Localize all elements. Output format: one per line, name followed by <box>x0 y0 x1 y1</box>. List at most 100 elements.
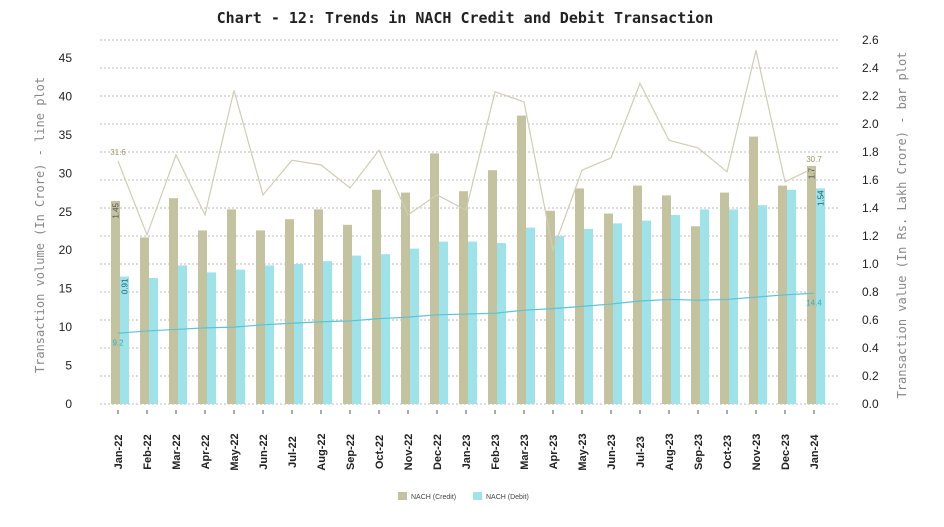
left-y-tick: 15 <box>59 282 73 296</box>
right-y-tick: 0.6 <box>862 313 879 327</box>
left-y-tick: 10 <box>59 320 73 334</box>
bar-credit <box>343 224 352 404</box>
bar-credit <box>720 192 729 404</box>
left-y-tick: 20 <box>59 243 73 257</box>
bar-debit <box>207 272 216 404</box>
line-debit <box>117 292 815 334</box>
bar-credit <box>401 192 410 404</box>
line-data-label: 30.7 <box>806 155 822 164</box>
bar-debit <box>265 265 274 404</box>
x-tick: Apr-23 <box>548 435 560 470</box>
bar-debit <box>294 264 303 404</box>
right-y-tick: 1.4 <box>862 201 879 215</box>
x-tick: Nov-23 <box>751 434 763 471</box>
right-y-tick: 2.6 <box>862 33 879 47</box>
bar-credit <box>633 185 642 404</box>
bar-debit <box>555 236 564 404</box>
line-credit <box>117 50 815 253</box>
x-tick: May-22 <box>229 433 241 470</box>
x-tick: Oct-22 <box>374 435 386 469</box>
bar-credit <box>169 198 178 404</box>
right-y-tick: 1.8 <box>862 145 879 159</box>
right-y-tick: 0.4 <box>862 341 879 355</box>
x-tick: Nov-22 <box>403 434 415 471</box>
right-y-tick: 2.0 <box>862 117 879 131</box>
right-axis-title: Transaction value (In Rs. Lakh Crore) - … <box>895 52 909 399</box>
bar-credit <box>604 213 613 404</box>
bar-debit <box>787 189 796 404</box>
line-data-label: 31.6 <box>110 148 126 157</box>
bar-data-label: 1.45 <box>112 202 121 218</box>
x-tick: Jan-23 <box>461 435 473 470</box>
right-y-tick: 2.4 <box>862 61 879 75</box>
x-tick: Sep-23 <box>693 434 705 470</box>
bar-credit <box>198 230 207 404</box>
x-tick: Feb-23 <box>490 434 502 469</box>
bar-credit <box>488 170 497 404</box>
x-tick: May-23 <box>577 433 589 470</box>
x-tick: Dec-22 <box>432 434 444 470</box>
left-y-tick: 35 <box>59 128 73 142</box>
x-tick: Jun-23 <box>606 434 618 469</box>
bar-debit <box>323 261 332 404</box>
x-tick: Mar-22 <box>171 434 183 469</box>
legend-swatch-credit <box>398 492 407 500</box>
left-y-tick: 45 <box>59 51 73 65</box>
left-y-tick: 0 <box>65 397 72 411</box>
bar-debit <box>584 229 593 404</box>
bar-debit <box>613 223 622 404</box>
bar-credit <box>285 219 294 404</box>
legend-swatch-debit <box>473 492 482 500</box>
bar-debit <box>642 220 651 404</box>
right-y-tick: 1.2 <box>862 229 879 243</box>
left-axis-title: Transaction volume (In Crore) - line plo… <box>33 77 47 373</box>
left-y-tick: 30 <box>59 166 73 180</box>
x-tick: Jan-22 <box>113 435 125 470</box>
bar-credit <box>807 166 816 404</box>
bar-data-label: 0.91 <box>121 278 130 294</box>
bar-debit <box>729 209 738 404</box>
bar-credit <box>546 210 555 404</box>
bar-debit <box>497 243 506 404</box>
bar-credit <box>111 201 120 404</box>
x-tick: Jun-22 <box>258 434 270 469</box>
bar-credit <box>140 237 149 404</box>
bar-debit <box>758 205 767 404</box>
right-y-tick: 0.0 <box>862 397 879 411</box>
legend: NACH (Credit) NACH (Debit) <box>398 492 529 501</box>
right-y-tick: 0.2 <box>862 369 879 383</box>
line-data-label: 14.4 <box>806 298 822 307</box>
left-y-tick: 25 <box>59 205 73 219</box>
bar-debit <box>120 276 129 404</box>
bar-debit <box>526 227 535 404</box>
bar-credit <box>256 230 265 404</box>
x-tick: Apr-22 <box>200 435 212 470</box>
legend-label-debit: NACH (Debit) <box>486 494 529 501</box>
bar-credit <box>749 136 758 404</box>
bar-credit <box>459 191 468 404</box>
line-data-label: 9.2 <box>112 338 124 347</box>
x-tick: Aug-22 <box>316 433 328 470</box>
left-y-tick: 40 <box>59 89 73 103</box>
x-tick: Oct-23 <box>722 435 734 469</box>
bar-debit <box>468 241 477 404</box>
legend-label-credit: NACH (Credit) <box>411 494 456 501</box>
bar-debit <box>352 255 361 404</box>
right-y-tick: 1.6 <box>862 173 879 187</box>
x-tick: Sep-22 <box>345 434 357 470</box>
bar-debit <box>178 265 187 404</box>
bar-debit <box>439 241 448 404</box>
bar-debit <box>236 269 245 404</box>
bar-debit <box>149 278 158 404</box>
bar-debit <box>671 215 680 404</box>
x-tick: Jul-22 <box>287 436 299 468</box>
bar-credit <box>430 153 439 404</box>
bar-data-label: 1.7 <box>808 167 817 179</box>
bar-credit <box>691 226 700 404</box>
bar-credit <box>517 115 526 404</box>
bar-data-label: 1.54 <box>817 190 826 206</box>
bar-credit <box>314 209 323 404</box>
chart-title: Chart - 12: Trends in NACH Credit and De… <box>217 9 714 27</box>
right-y-tick: 2.2 <box>862 89 879 103</box>
